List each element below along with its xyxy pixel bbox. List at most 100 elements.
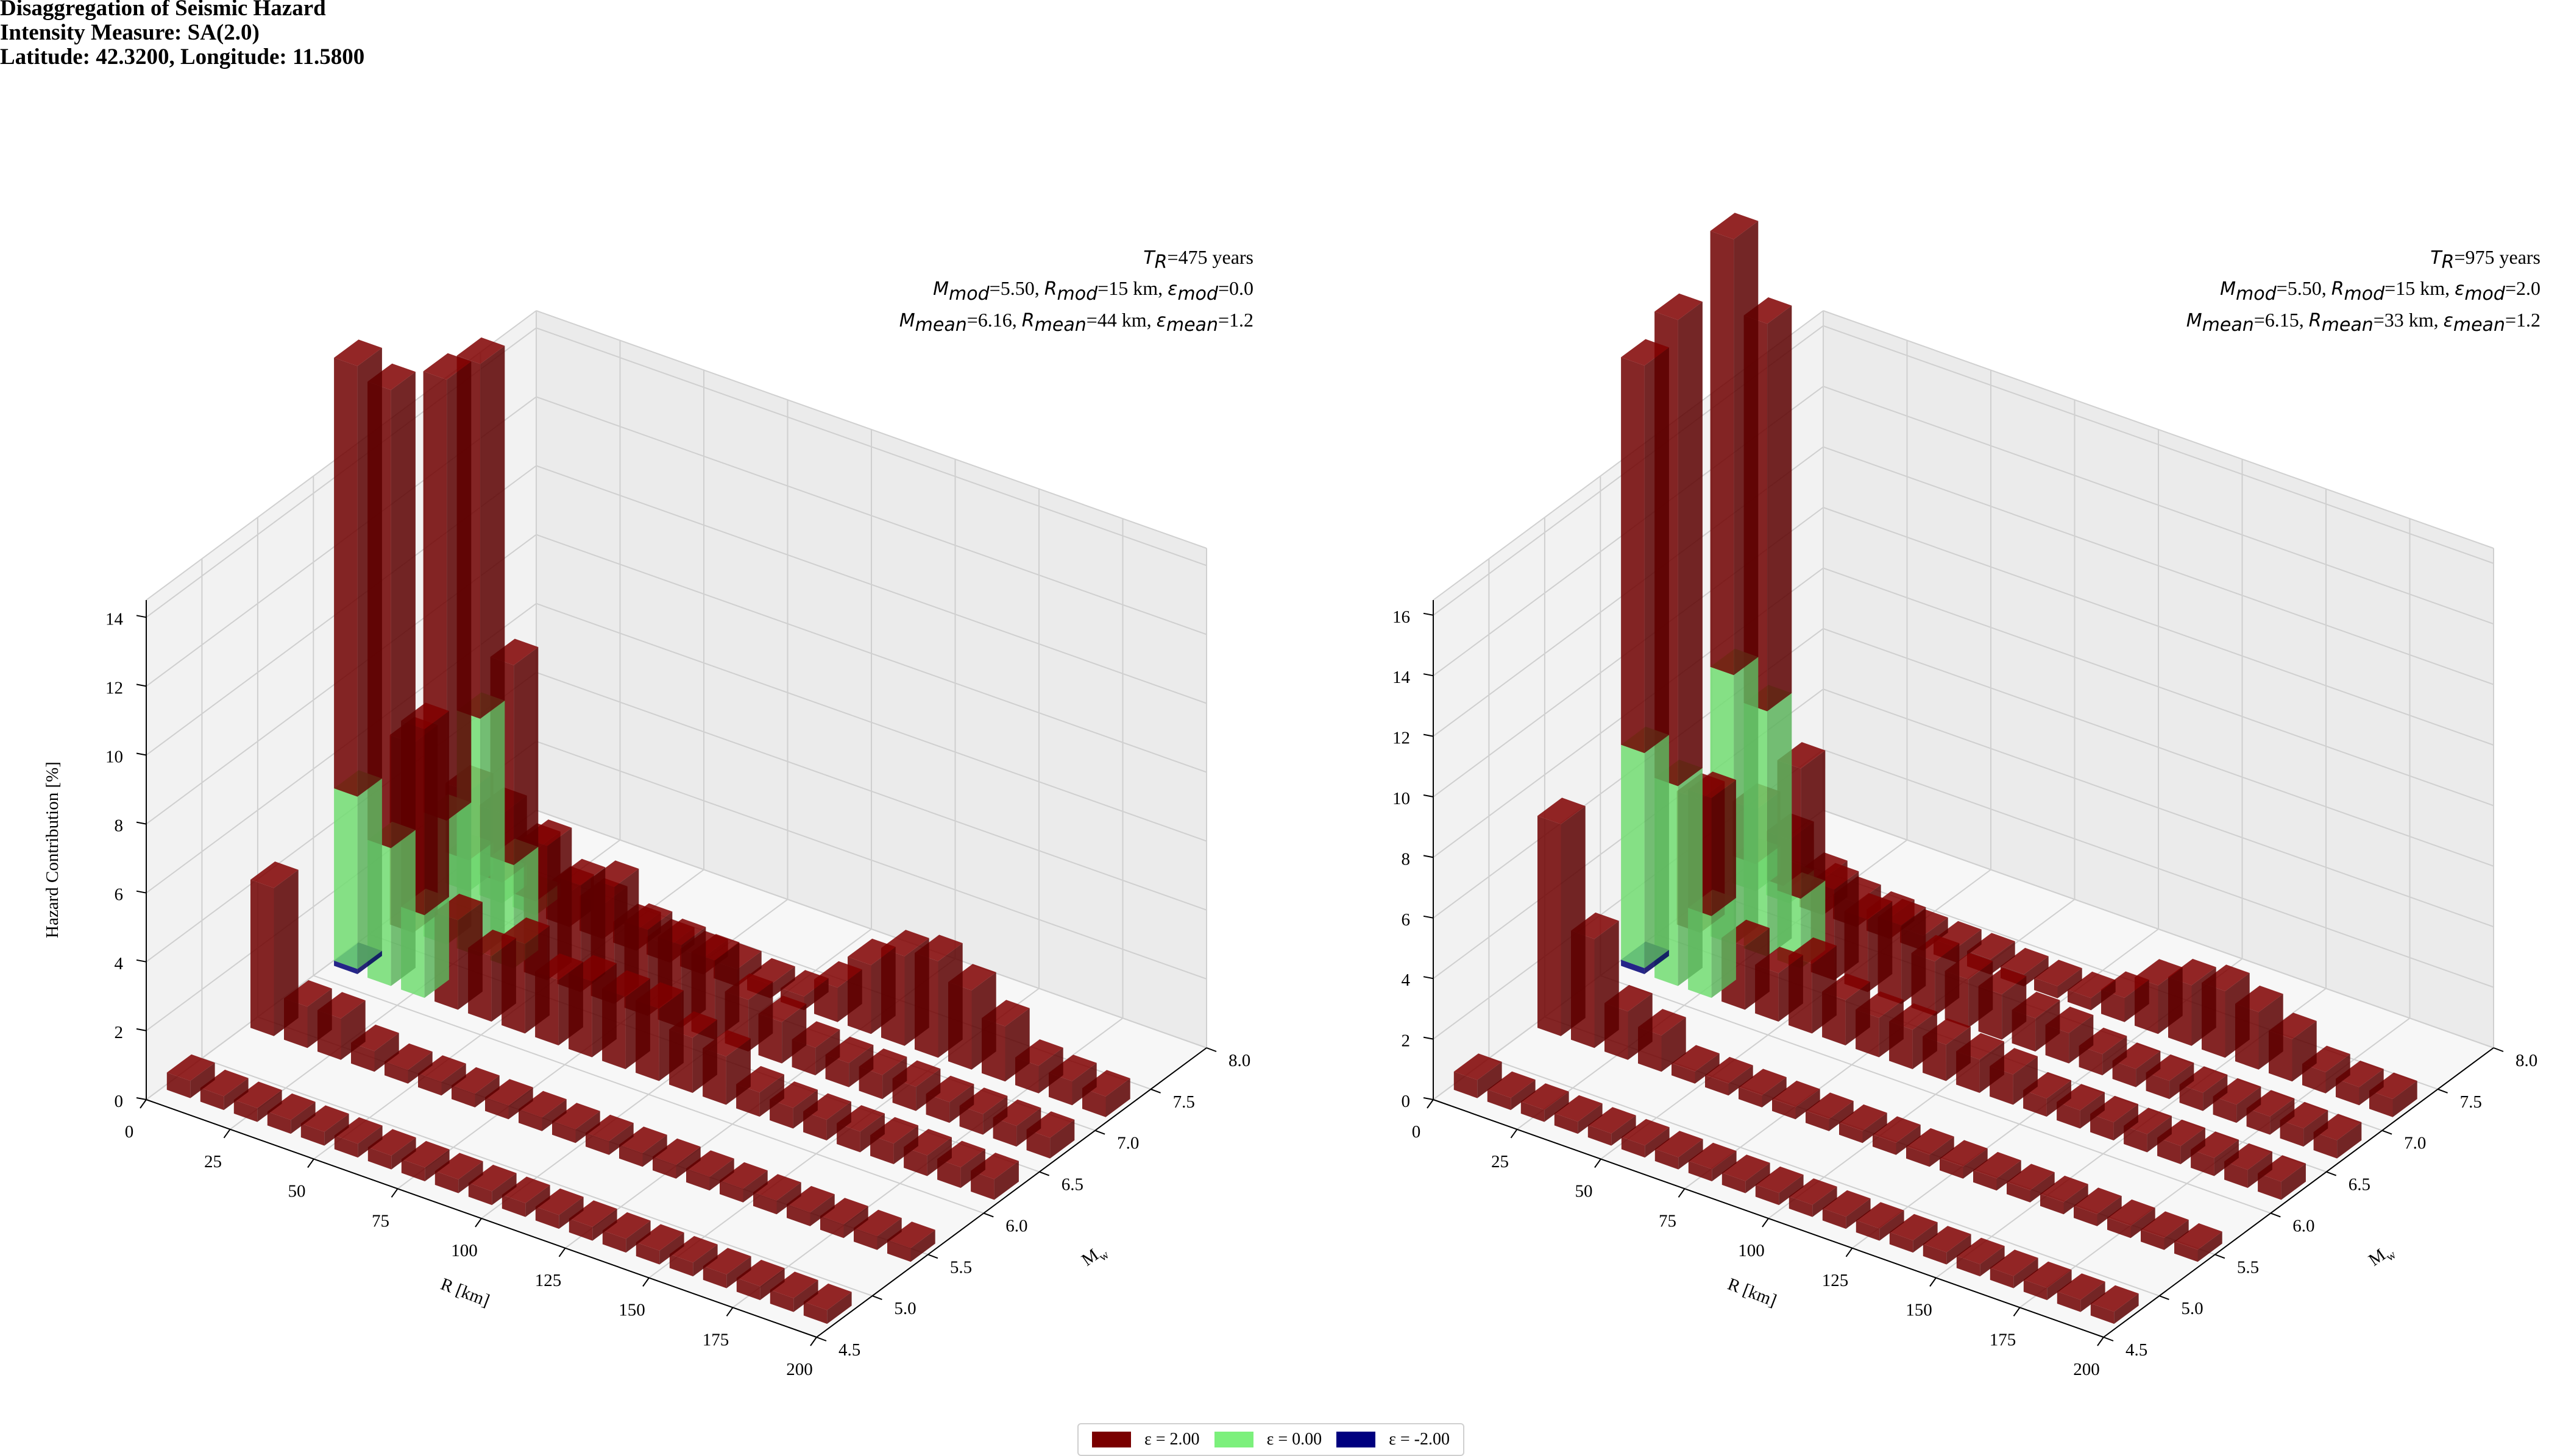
modal-distance: =15 km,	[2384, 277, 2455, 300]
bar-eps-2	[267, 1093, 316, 1134]
bar-eps-2	[904, 1129, 952, 1176]
bar-eps-2	[535, 1188, 584, 1229]
z-tick-label: 0	[1402, 1092, 1411, 1111]
x-tick-label: 75	[1659, 1211, 1676, 1231]
bar-eps-2	[1889, 1003, 1937, 1069]
bar-eps-2	[2068, 971, 2116, 1011]
y-tick-label: 8.0	[2516, 1051, 2537, 1070]
return-period-line: TR=475 years	[1143, 246, 1253, 274]
bar-eps-2	[401, 1140, 450, 1182]
bar-eps-2	[854, 1209, 902, 1250]
mean-epsilon: =1.2	[2505, 308, 2540, 331]
bar-eps-2	[2224, 1143, 2272, 1188]
bar-eps-2	[2023, 1072, 2071, 1117]
bar-eps-2	[993, 1099, 1041, 1147]
z-tick-label: 10	[1392, 789, 1410, 808]
return-period-text: =975 years	[2454, 246, 2540, 268]
bar-eps-2	[2179, 1066, 2228, 1111]
x-tick-label: 25	[1491, 1152, 1509, 1172]
bar-eps-2	[1906, 1128, 1954, 1167]
bar-eps-2	[1923, 1226, 1971, 1265]
chart-annotation-975: TR=975 years Mmod=5.50, Rmod=15 km, εmod…	[2186, 245, 2540, 339]
title-line-main: Disaggregation of Seismic Hazard	[0, 0, 326, 21]
bar-eps-2	[1772, 1080, 1820, 1120]
y-axis-label: Mw	[1078, 1240, 1112, 1273]
bar-eps-2	[820, 1198, 868, 1239]
bar-eps-2	[803, 1093, 851, 1140]
legend-label-eps-0: ε = 0.00	[1266, 1430, 1322, 1449]
z-tick-label: 4	[1402, 970, 1411, 990]
bar-eps-2	[2258, 1155, 2306, 1200]
bar-eps-2	[1889, 1214, 1938, 1253]
bar-eps-2	[1822, 1190, 1871, 1229]
y-tick-label: 8.0	[1228, 1051, 1250, 1070]
bar-eps-2	[2023, 1261, 2072, 1301]
bar-eps-2	[619, 1126, 667, 1167]
x-tick-label: 0	[1412, 1122, 1421, 1142]
bar-eps-2	[1453, 1053, 1502, 1098]
z-tick-label: 6	[1402, 910, 1411, 930]
bar-eps-2	[1973, 1151, 2021, 1191]
y-axis-label: Mw	[2365, 1240, 2398, 1273]
bar-eps-2	[971, 1153, 1019, 1200]
tick-labels: 02550751001251501752004.55.05.56.06.57.0…	[105, 609, 1250, 1379]
y-tick-label: 6.5	[1062, 1175, 1083, 1195]
x-tick-label: 125	[535, 1271, 562, 1290]
bar-eps-2	[2280, 1101, 2328, 1147]
bar-eps-2	[250, 861, 299, 1036]
mean-epsilon: =1.2	[1218, 308, 1253, 331]
z-tick-label: 8	[115, 816, 124, 836]
bar-eps-2	[736, 1259, 785, 1301]
bar-eps-2	[1587, 1107, 1636, 1146]
bar-eps-2	[2146, 1054, 2194, 1100]
modal-epsilon: =0.0	[1218, 277, 1253, 300]
z-tick-label: 14	[1392, 668, 1411, 687]
y-tick-label: 6.0	[2292, 1216, 2314, 1235]
y-tick-label: 7.5	[1173, 1092, 1195, 1112]
z-tick-label: 0	[115, 1092, 124, 1111]
z-tick-label: 4	[115, 954, 124, 974]
mean-values-line: Mmean=6.16, Rmean=44 km, εmean=1.2	[899, 308, 1253, 336]
title-line-intensity-measure: Intensity Measure: SA(2.0)	[0, 20, 260, 45]
z-tick-label: 8	[1402, 849, 1411, 869]
bar-eps-2	[552, 1103, 600, 1143]
legend-item-eps-neg2: ε = -2.00	[1336, 1430, 1450, 1449]
bar-eps-2	[385, 1043, 433, 1084]
y-tick-label: 5.5	[2237, 1257, 2259, 1277]
bars	[166, 337, 1130, 1324]
bar-eps-2	[2369, 1072, 2417, 1117]
x-tick-label: 100	[451, 1241, 478, 1260]
bar-eps-2	[300, 1105, 349, 1146]
bar-eps-2	[636, 1224, 684, 1265]
bar-eps-2	[1739, 1069, 1787, 1108]
bar-eps-2	[2079, 1027, 2127, 1076]
bars	[1453, 213, 2417, 1324]
z-tick-label: 6	[115, 885, 124, 905]
x-tick-label: 200	[786, 1360, 813, 1379]
y-tick-label: 7.5	[2460, 1092, 2482, 1112]
z-tick-label: 12	[105, 678, 123, 698]
bar-eps-2	[569, 1200, 617, 1241]
bar-eps-2	[1856, 1202, 1904, 1241]
bar-eps-2	[1520, 1083, 1569, 1122]
bar-eps-2	[1721, 1154, 1770, 1193]
bar-eps-2	[468, 1164, 517, 1206]
legend-label-eps-2: ε = 2.00	[1144, 1430, 1200, 1449]
bar-eps-2	[686, 1150, 734, 1191]
bar-eps-2	[418, 1055, 466, 1096]
legend-swatch-eps-2	[1092, 1432, 1131, 1447]
chart-panel-975: 0 25 50 75 100 125 150 175 200 4.5 5.0 5.5 6.0 6.5 7.0…	[1287, 0, 2574, 1447]
y-tick-label: 4.5	[2126, 1340, 2147, 1360]
modal-values-line: Mmod=5.50, Rmod=15 km, εmod=2.0	[2220, 277, 2540, 305]
chart-475-years: 02550751001251501752004.55.05.56.06.57.0…	[43, 310, 1250, 1379]
chart-panel-475: 0 25 50 75 100 125 150 175 200 4.5 5.0 5.5 6.0 6.5 7.0…	[0, 0, 1287, 1447]
bar-eps-2	[1940, 1140, 1988, 1179]
x-tick-label: 200	[2073, 1360, 2100, 1379]
bar-eps-2	[2174, 1223, 2222, 1262]
x-tick-label: 175	[703, 1330, 729, 1349]
bar-eps-2	[2112, 1042, 2161, 1087]
y-tick-label: 5.0	[894, 1299, 916, 1318]
modal-epsilon: =2.0	[2505, 277, 2540, 300]
bar-eps-2	[2302, 1045, 2350, 1094]
bar-eps-2	[1554, 1095, 1603, 1134]
